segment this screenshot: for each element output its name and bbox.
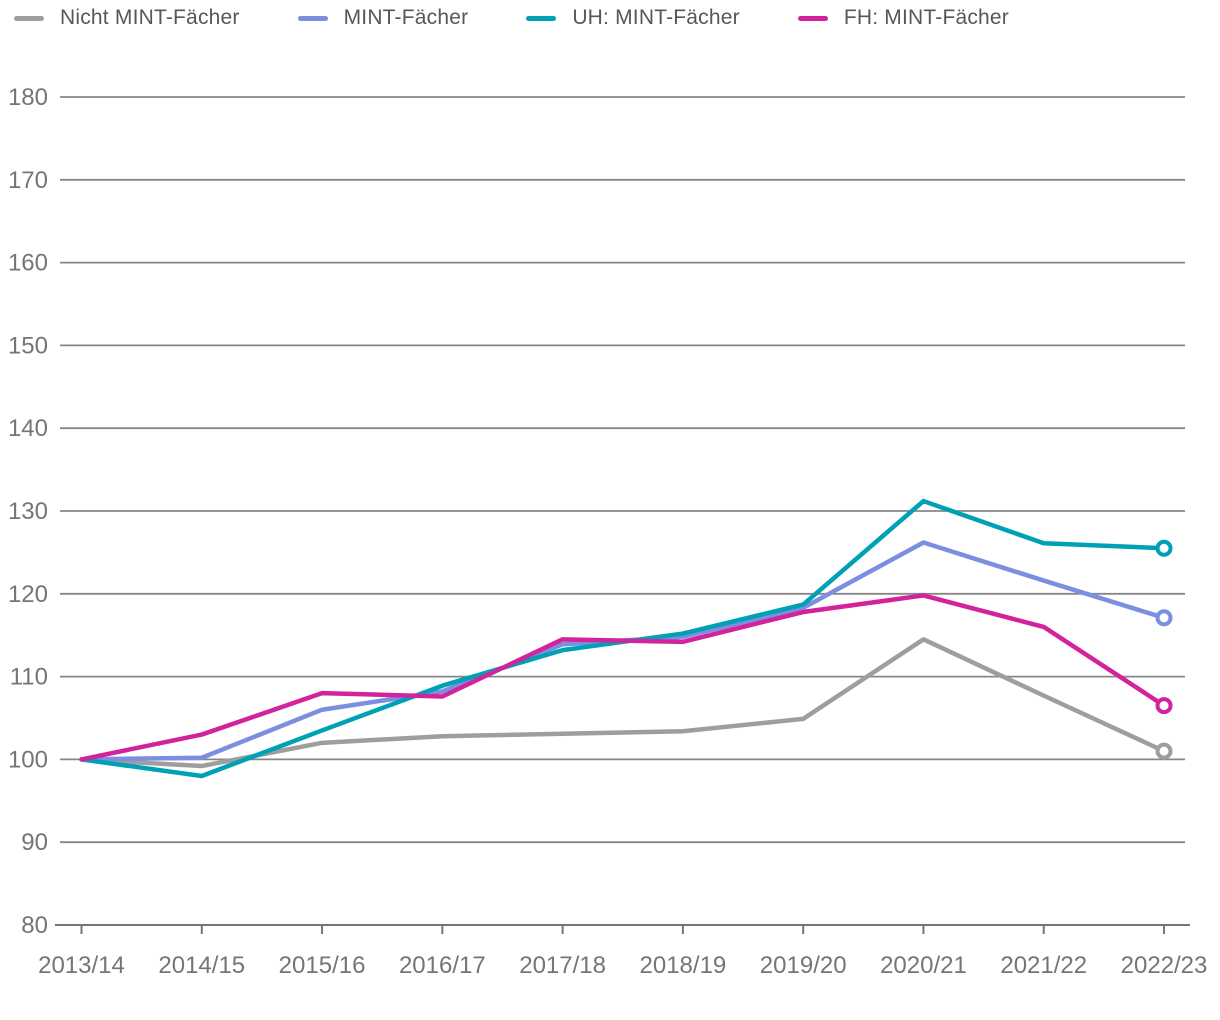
legend-swatch-icon xyxy=(526,15,557,21)
legend-item-uh-mint-f-cher[interactable]: UH: MINT-Fächer xyxy=(526,6,740,30)
series-line-fh-mint-f-cher xyxy=(79,593,1167,762)
y-tick-label: 90 xyxy=(21,829,48,856)
y-tick-label: 80 xyxy=(21,912,48,939)
x-tick-label: 2014/15 xyxy=(158,952,245,979)
y-tick-label: 180 xyxy=(8,84,48,111)
y-tick-label: 110 xyxy=(10,664,48,691)
x-tick-label: 2021/22 xyxy=(1000,952,1087,979)
series-line-nicht-mint-f-cher xyxy=(79,637,1167,769)
x-tick-label: 2019/20 xyxy=(760,952,847,979)
x-tick-label: 2016/17 xyxy=(399,952,486,979)
legend-swatch-icon xyxy=(14,15,44,21)
y-tick-label: 150 xyxy=(8,332,48,359)
legend-label: Nicht MINT-Fächer xyxy=(60,6,240,29)
y-tick-label: 100 xyxy=(8,746,48,773)
legend: Nicht MINT-Fächer MINT-Fächer UH: MINT-Fäc… xyxy=(14,6,1009,30)
y-tick-label: 170 xyxy=(8,167,48,194)
x-tick-label: 2013/14 xyxy=(38,952,125,979)
endpoint-marker-mint-f-cher xyxy=(1155,609,1173,627)
endpoint-marker-nicht-mint-f-cher xyxy=(1155,742,1173,760)
legend-label: FH: MINT-Fächer xyxy=(843,6,1010,29)
y-tick-label: 120 xyxy=(8,581,48,608)
y-tick-label: 160 xyxy=(8,250,48,277)
legend-item-nicht-mint-f-cher[interactable]: Nicht MINT-Fächer xyxy=(14,6,240,30)
y-tick-label: 130 xyxy=(8,498,48,525)
legend-item-fh-mint-f-cher[interactable]: FH: MINT-Fächer xyxy=(797,6,1010,30)
legend-swatch-icon xyxy=(797,15,828,21)
x-tick-label: 2020/21 xyxy=(880,952,967,979)
legend-label: MINT-Fächer xyxy=(343,6,469,29)
x-tick-label: 2018/19 xyxy=(640,952,727,979)
x-tick-label: 2015/16 xyxy=(279,952,366,979)
endpoint-marker-fh-mint-f-cher xyxy=(1155,697,1173,715)
x-tick-label: 2017/18 xyxy=(519,952,606,979)
series-line-mint-f-cher xyxy=(79,540,1167,762)
endpoint-marker-uh-mint-f-cher xyxy=(1155,539,1173,557)
legend-swatch-icon xyxy=(297,15,328,21)
legend-item-mint-f-cher[interactable]: MINT-Fächer xyxy=(297,6,469,30)
legend-label: UH: MINT-Fächer xyxy=(572,6,740,29)
x-tick-label: 2022/23 xyxy=(1121,952,1208,979)
y-tick-label: 140 xyxy=(8,415,48,442)
